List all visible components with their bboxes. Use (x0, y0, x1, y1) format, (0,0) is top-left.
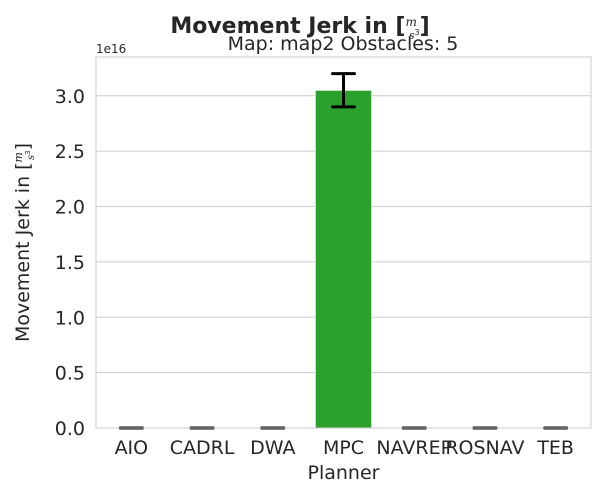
chart-title: Movement Jerk in [m s3] (170, 14, 429, 42)
chart-title-group: Movement Jerk in [m s3]Map: map2 Obstacle… (170, 14, 458, 55)
x-tick-label: MPC (323, 437, 364, 459)
x-tick-label: CADRL (170, 437, 235, 459)
bars-layer (314, 89, 373, 429)
x-tick-label: DWA (250, 437, 295, 459)
y-tick-label: 1.0 (55, 307, 85, 329)
x-tick-label: AIO (115, 437, 149, 459)
y-tick-label: 2.0 (55, 197, 85, 219)
y-offset-text: 1e16 (96, 42, 126, 56)
x-tick-label: NAVREP (376, 437, 452, 459)
y-tick-label: 0.5 (55, 363, 85, 385)
axis-labels: Planner Movement Jerk in [ms3] (12, 143, 380, 484)
axes-frame (95, 56, 592, 429)
y-axis-label: Movement Jerk in [ms3] (12, 143, 37, 342)
y-tick-label: 3.0 (55, 86, 85, 108)
bar-mpc (314, 89, 373, 429)
y-tick-labels: 0.0 0.5 1.0 1.5 2.0 2.5 3.0 1e16 (55, 42, 127, 440)
y-tick-label: 0.0 (55, 418, 85, 440)
x-tick-label: ROSNAV (445, 437, 524, 459)
x-tick-label: TEB (536, 437, 574, 459)
x-axis-label: Planner (308, 462, 380, 484)
chart-subtitle: Map: map2 Obstacles: 5 (228, 33, 459, 55)
y-tick-label: 1.5 (55, 252, 85, 274)
y-tick-label: 2.5 (55, 141, 85, 163)
